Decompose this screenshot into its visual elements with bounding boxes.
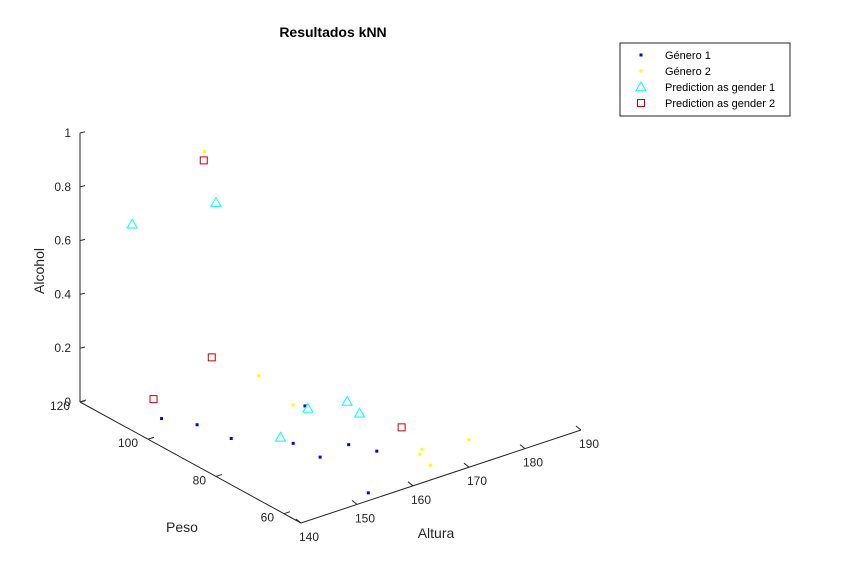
z-tick-label: 1 [64, 126, 71, 140]
z-tick-mark [79, 185, 86, 188]
y-tick-mark [79, 399, 87, 403]
x-tick-label: 150 [355, 511, 375, 525]
z-tick-label: 0.4 [54, 287, 71, 301]
series-3-point [126, 218, 139, 229]
z-tick-mark [79, 131, 86, 134]
z-tick-label: 0.8 [54, 180, 71, 194]
x-tick-mark [351, 500, 358, 505]
legend-marker [637, 99, 645, 107]
series-1-point [366, 491, 370, 495]
series-3-point [274, 431, 287, 442]
series-2-point [291, 403, 295, 407]
series-1-point [160, 417, 164, 421]
y-axis-label: Peso [166, 519, 198, 535]
x-tick-mark [575, 425, 582, 431]
series-3-point [341, 395, 354, 406]
series-3-point [210, 196, 222, 207]
legend-label: Género 1 [665, 50, 711, 62]
legend-label: Prediction as gender 1 [665, 82, 775, 94]
y-axis-line [79, 401, 302, 524]
y-tick-mark [283, 511, 291, 515]
series-1-point [318, 455, 322, 459]
y-tick-label: 120 [50, 399, 70, 413]
y-tick-label: 100 [118, 436, 138, 450]
z-tick-mark [79, 292, 86, 295]
legend-entry[interactable]: Prediction as gender 1 [635, 80, 775, 94]
x-tick-label: 190 [579, 437, 599, 451]
series-2-point [418, 452, 422, 456]
z-tick-mark [79, 346, 86, 349]
series-1-point [375, 449, 379, 453]
legend-label: Prediction as gender 2 [665, 98, 775, 110]
series-1-point [291, 441, 295, 445]
series-2-point [429, 463, 432, 467]
x-tick-mark [519, 444, 526, 449]
x-tick-label: 170 [467, 474, 487, 488]
series-1-point [195, 423, 199, 427]
series-4-point [397, 423, 406, 432]
series-2-point [257, 374, 261, 378]
x-tick-mark [407, 481, 414, 487]
legend-marker [635, 80, 647, 92]
series-3-point [302, 402, 314, 413]
y-tick-mark [215, 473, 223, 477]
legend-marker [639, 69, 643, 73]
y-tick-label: 80 [193, 473, 207, 487]
x-tick-mark [295, 518, 302, 524]
z-tick-mark [79, 238, 86, 242]
z-axis-label: Alcohol [31, 248, 47, 294]
data-points [126, 149, 471, 495]
x-tick-label: 160 [411, 493, 431, 507]
series-1-point [229, 437, 233, 441]
legend-box [619, 42, 791, 117]
series-2-point [467, 438, 471, 442]
x-axis-line [300, 429, 582, 524]
series-4-point [199, 156, 208, 165]
z-tick-label: 0 [64, 395, 71, 409]
z-ticks: 0 0.2 0.4 0.6 0.8 1 [54, 126, 86, 409]
axes-box [79, 133, 582, 524]
legend-entry[interactable]: Género 1 [639, 50, 711, 62]
x-tick-label: 140 [299, 530, 319, 544]
series-4-point [207, 353, 216, 362]
series-1-point [347, 443, 351, 447]
series-2-point [420, 447, 424, 451]
legend-marker [639, 53, 643, 57]
series-2-point [203, 149, 207, 153]
series-1-point [303, 404, 307, 408]
z-tick-label: 0.6 [54, 234, 71, 248]
series-3-point [353, 407, 366, 418]
series-4-point [149, 395, 158, 404]
y-tick-label: 60 [261, 511, 275, 525]
y-tick-mark [147, 436, 155, 440]
x-tick-label: 180 [523, 456, 543, 470]
legend-label: Género 2 [665, 66, 711, 78]
legend-entry[interactable]: Género 2 [639, 66, 711, 78]
x-ticks: 140 150 160 170 180 190 [295, 425, 599, 544]
x-tick-mark [463, 462, 470, 468]
legend[interactable]: Género 1 Género 2 Prediction as gender 1 Pr… [619, 42, 791, 117]
y-ticks: 60 80 100 120 [50, 399, 291, 525]
legend-entry[interactable]: Prediction as gender 2 [637, 98, 776, 110]
z-tick-label: 0.2 [54, 341, 71, 355]
chart-title: Resultados kNN [279, 24, 386, 40]
x-axis-label: Altura [418, 525, 455, 541]
